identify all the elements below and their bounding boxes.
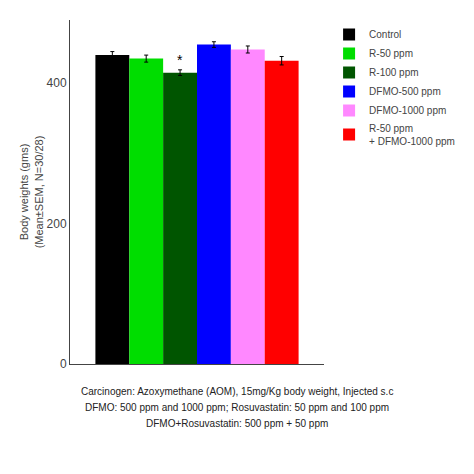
svg-text:Body weights (gms)(Mean±SEM, N: Body weights (gms)(Mean±SEM, N=30/28) (18, 136, 44, 249)
svg-text:R-50 ppm+ DFMO-1000 ppm: R-50 ppm+ DFMO-1000 ppm (369, 123, 455, 147)
svg-text:*: * (177, 52, 183, 68)
svg-text:400: 400 (47, 76, 67, 90)
svg-text:DFMO-1000 ppm: DFMO-1000 ppm (369, 105, 446, 116)
svg-text:DFMO-500 ppm: DFMO-500 ppm (369, 86, 441, 97)
svg-text:DFMO+Rosuvastatin: 500 ppm + 5: DFMO+Rosuvastatin: 500 ppm + 50 ppm (146, 418, 328, 429)
svg-text:Carcinogen: Azoxymethane (AOM): Carcinogen: Azoxymethane (AOM), 15mg/Kg … (81, 386, 393, 397)
svg-text:R-50 ppm: R-50 ppm (369, 48, 413, 59)
svg-text:R-100 ppm: R-100 ppm (369, 67, 418, 78)
svg-text:200: 200 (47, 217, 67, 231)
svg-text:DFMO: 500 ppm and 1000 ppm; Ro: DFMO: 500 ppm and 1000 ppm; Rosuvastatin… (85, 402, 389, 413)
svg-text:0: 0 (60, 357, 67, 371)
svg-text:Control: Control (369, 29, 401, 40)
